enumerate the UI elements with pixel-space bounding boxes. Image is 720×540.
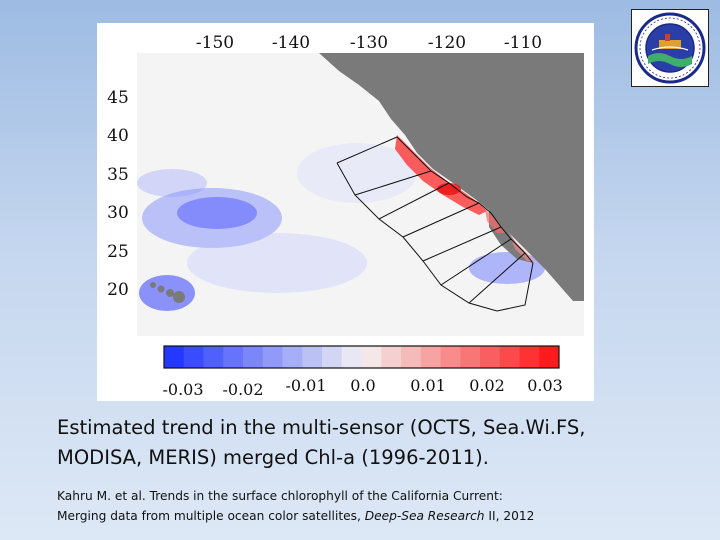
colorbar-swatch	[401, 346, 422, 368]
region-divider-3	[402, 202, 480, 238]
lat-tick: 35	[107, 165, 129, 185]
colorbar-swatch	[223, 346, 244, 368]
colorbar-swatch	[243, 346, 264, 368]
central-pacific-core	[177, 197, 257, 229]
lat-tick: 40	[107, 126, 129, 146]
colorbar-swatch	[381, 346, 402, 368]
colorbar-ticks: -0.03 -0.02 -0.01 0.0 0.01 0.02 0.03	[162, 376, 562, 399]
latitude-ticks: 45 40 35 30 25 20	[107, 88, 129, 300]
colorbar-swatch	[282, 346, 303, 368]
colorbar-swatch	[164, 346, 185, 368]
colorbar-tick: 0.0	[350, 376, 375, 395]
colorbar-swatch	[539, 346, 560, 368]
colorbar-swatch	[183, 346, 204, 368]
colorbar-tick: -0.02	[222, 380, 263, 399]
colorbar-swatch	[262, 346, 283, 368]
colorbar-swatch	[480, 346, 501, 368]
citation: Kahru M. et al. Trends in the surface ch…	[57, 486, 707, 526]
trend-map: -150 -140 -130 -120 -110 45 40 35 30 25 …	[97, 23, 594, 401]
lat-tick: 25	[107, 242, 129, 262]
lon-tick: -120	[428, 33, 466, 53]
colorbar-frame	[163, 345, 560, 369]
colorbar-swatch	[203, 346, 224, 368]
colorbar-swatch	[361, 346, 382, 368]
colorbar-tick: -0.03	[162, 380, 203, 399]
region-divider-5	[440, 238, 512, 286]
region-divider-1	[354, 170, 432, 196]
region-divider-2	[378, 182, 450, 220]
subtropical-decline	[187, 233, 367, 293]
colorbar-swatch	[499, 346, 520, 368]
central-pacific-decline	[142, 188, 282, 248]
lon-tick: -150	[196, 33, 234, 53]
citation-line-1: Kahru M. et al. Trends in the surface ch…	[57, 489, 503, 503]
longitude-ticks: -150 -140 -130 -120 -110	[196, 33, 542, 53]
lon-tick: -140	[272, 33, 310, 53]
institution-seal-icon	[634, 12, 706, 84]
offshore-boundary-line	[336, 162, 534, 312]
caption-line-1: Estimated trend in the multi-sensor (OCT…	[57, 416, 586, 439]
region-divider-6	[468, 252, 526, 304]
colorbar-tick: 0.02	[469, 376, 505, 395]
colorbar	[164, 346, 560, 368]
colorbar-swatch	[519, 346, 540, 368]
lon-tick: -110	[504, 33, 542, 53]
north-america-landmass	[319, 53, 584, 301]
caption-line-2: MODISA, MERIS) merged Chl-a (1996-2011).	[57, 446, 489, 469]
institution-logo	[631, 9, 709, 87]
gulf-of-california-increase	[509, 235, 535, 261]
north-pacific-decline	[137, 169, 207, 197]
citation-volume-year: II, 2012	[484, 509, 535, 523]
colorbar-swatch	[460, 346, 481, 368]
colorbar-swatch	[302, 346, 323, 368]
region-divider-4	[422, 226, 502, 262]
colorbar-swatch	[322, 346, 343, 368]
region-boundaries	[336, 136, 534, 312]
offshore-decline	[297, 143, 417, 203]
colorbar-tick: 0.03	[527, 376, 563, 395]
baja-peninsula	[489, 205, 533, 263]
lat-tick: 30	[107, 203, 129, 223]
colorbar-swatch	[440, 346, 461, 368]
figure-caption: Estimated trend in the multi-sensor (OCT…	[57, 413, 697, 473]
colorbar-tick: 0.01	[410, 376, 446, 395]
coastal-boundary-line	[336, 136, 534, 264]
citation-journal: Deep-Sea Research	[364, 509, 485, 523]
lat-tick: 20	[107, 280, 129, 300]
hawaiian-islands	[150, 282, 185, 303]
citation-authors-title: Merging data from multiple ocean color s…	[57, 509, 365, 523]
lat-tick: 45	[107, 88, 129, 108]
citation-line-2: Merging data from multiple ocean color s…	[57, 506, 707, 526]
colorbar-tick: -0.01	[285, 376, 326, 395]
colorbar-swatch	[341, 346, 362, 368]
lon-tick: -130	[350, 33, 388, 53]
colorbar-swatch	[420, 346, 441, 368]
trend-map-figure: -150 -140 -130 -120 -110 45 40 35 30 25 …	[97, 23, 594, 401]
